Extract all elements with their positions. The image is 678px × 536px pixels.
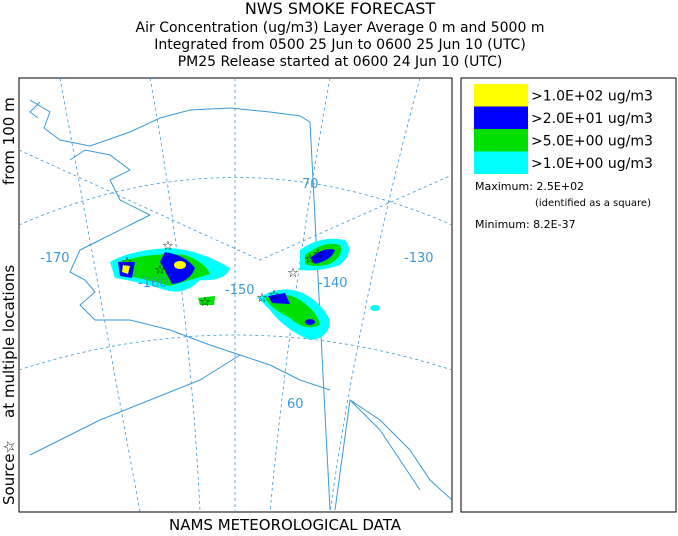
subtitle: Integrated from 0500 25 Jun to 0600 25 J… [154, 37, 526, 53]
graticule-label: -160 [138, 276, 168, 291]
legend-label: >2.0E+01 ug/m3 [531, 111, 653, 127]
coastline [69, 149, 331, 391]
graticule-label: -150 [225, 283, 255, 298]
minimum: Minimum: 8.2E-37 [475, 218, 576, 231]
graticule-label: -170 [40, 251, 70, 266]
star: ☆ [287, 266, 299, 281]
legend: Maximum: 2.5E+02 (identified as a square… [460, 77, 677, 513]
map: ☆ ☆ ☆ ☆ ☆ ☆ ☆ ☆ ☆ 70 -170 -160 -150 -140… [18, 77, 453, 513]
coastline [349, 399, 421, 491]
legend-swatch [474, 151, 528, 174]
star: ☆ [312, 247, 324, 262]
side-label: at multiple locations [0, 265, 18, 418]
subtitle: Air Concentration (ug/m3) Layer Average … [136, 20, 545, 36]
star: ☆ [256, 291, 268, 306]
graticule-label: 60 [287, 397, 304, 412]
graticule [19, 149, 452, 261]
title: NWS SMOKE FORECAST [245, 0, 436, 18]
legend-swatch [474, 84, 528, 107]
graticule [19, 177, 452, 226]
star: ☆ [304, 252, 316, 267]
coastline [29, 354, 241, 456]
star: ☆ [121, 255, 133, 270]
star: ☆ [154, 263, 166, 278]
coastline [29, 101, 41, 119]
star: ☆ [162, 239, 174, 254]
legend-label: >1.0E+02 ug/m3 [531, 88, 653, 104]
graticule-label: -140 [318, 276, 348, 291]
footer: NAMS METEOROLOGICAL DATA [169, 516, 402, 532]
legend-label: >5.0E+00 ug/m3 [531, 133, 653, 149]
legend-label: >1.0E+00 ug/m3 [531, 156, 653, 172]
legend-swatch [474, 129, 528, 152]
graticule-label: 70 [302, 177, 319, 192]
graticule [329, 78, 421, 512]
star: ☆ [199, 295, 211, 310]
graticule [19, 334, 452, 371]
maximum-note: (identified as a square) [535, 198, 651, 209]
graticule [149, 78, 201, 512]
source-markers: ☆ ☆ ☆ ☆ ☆ ☆ ☆ ☆ ☆ [121, 239, 324, 310]
side-label: Source☆ [0, 440, 18, 505]
subtitle: PM25 Release started at 0600 24 Jun 10 (… [178, 54, 503, 70]
graticule-label: -130 [404, 251, 434, 266]
coastline [334, 399, 452, 511]
coastline [29, 99, 331, 511]
graticule [59, 78, 141, 512]
star: ☆ [268, 288, 280, 303]
smoke-plume [110, 238, 380, 340]
side-label: from 100 m [0, 97, 18, 185]
maximum: Maximum: 2.5E+02 [475, 180, 584, 193]
legend-swatch [474, 106, 528, 129]
